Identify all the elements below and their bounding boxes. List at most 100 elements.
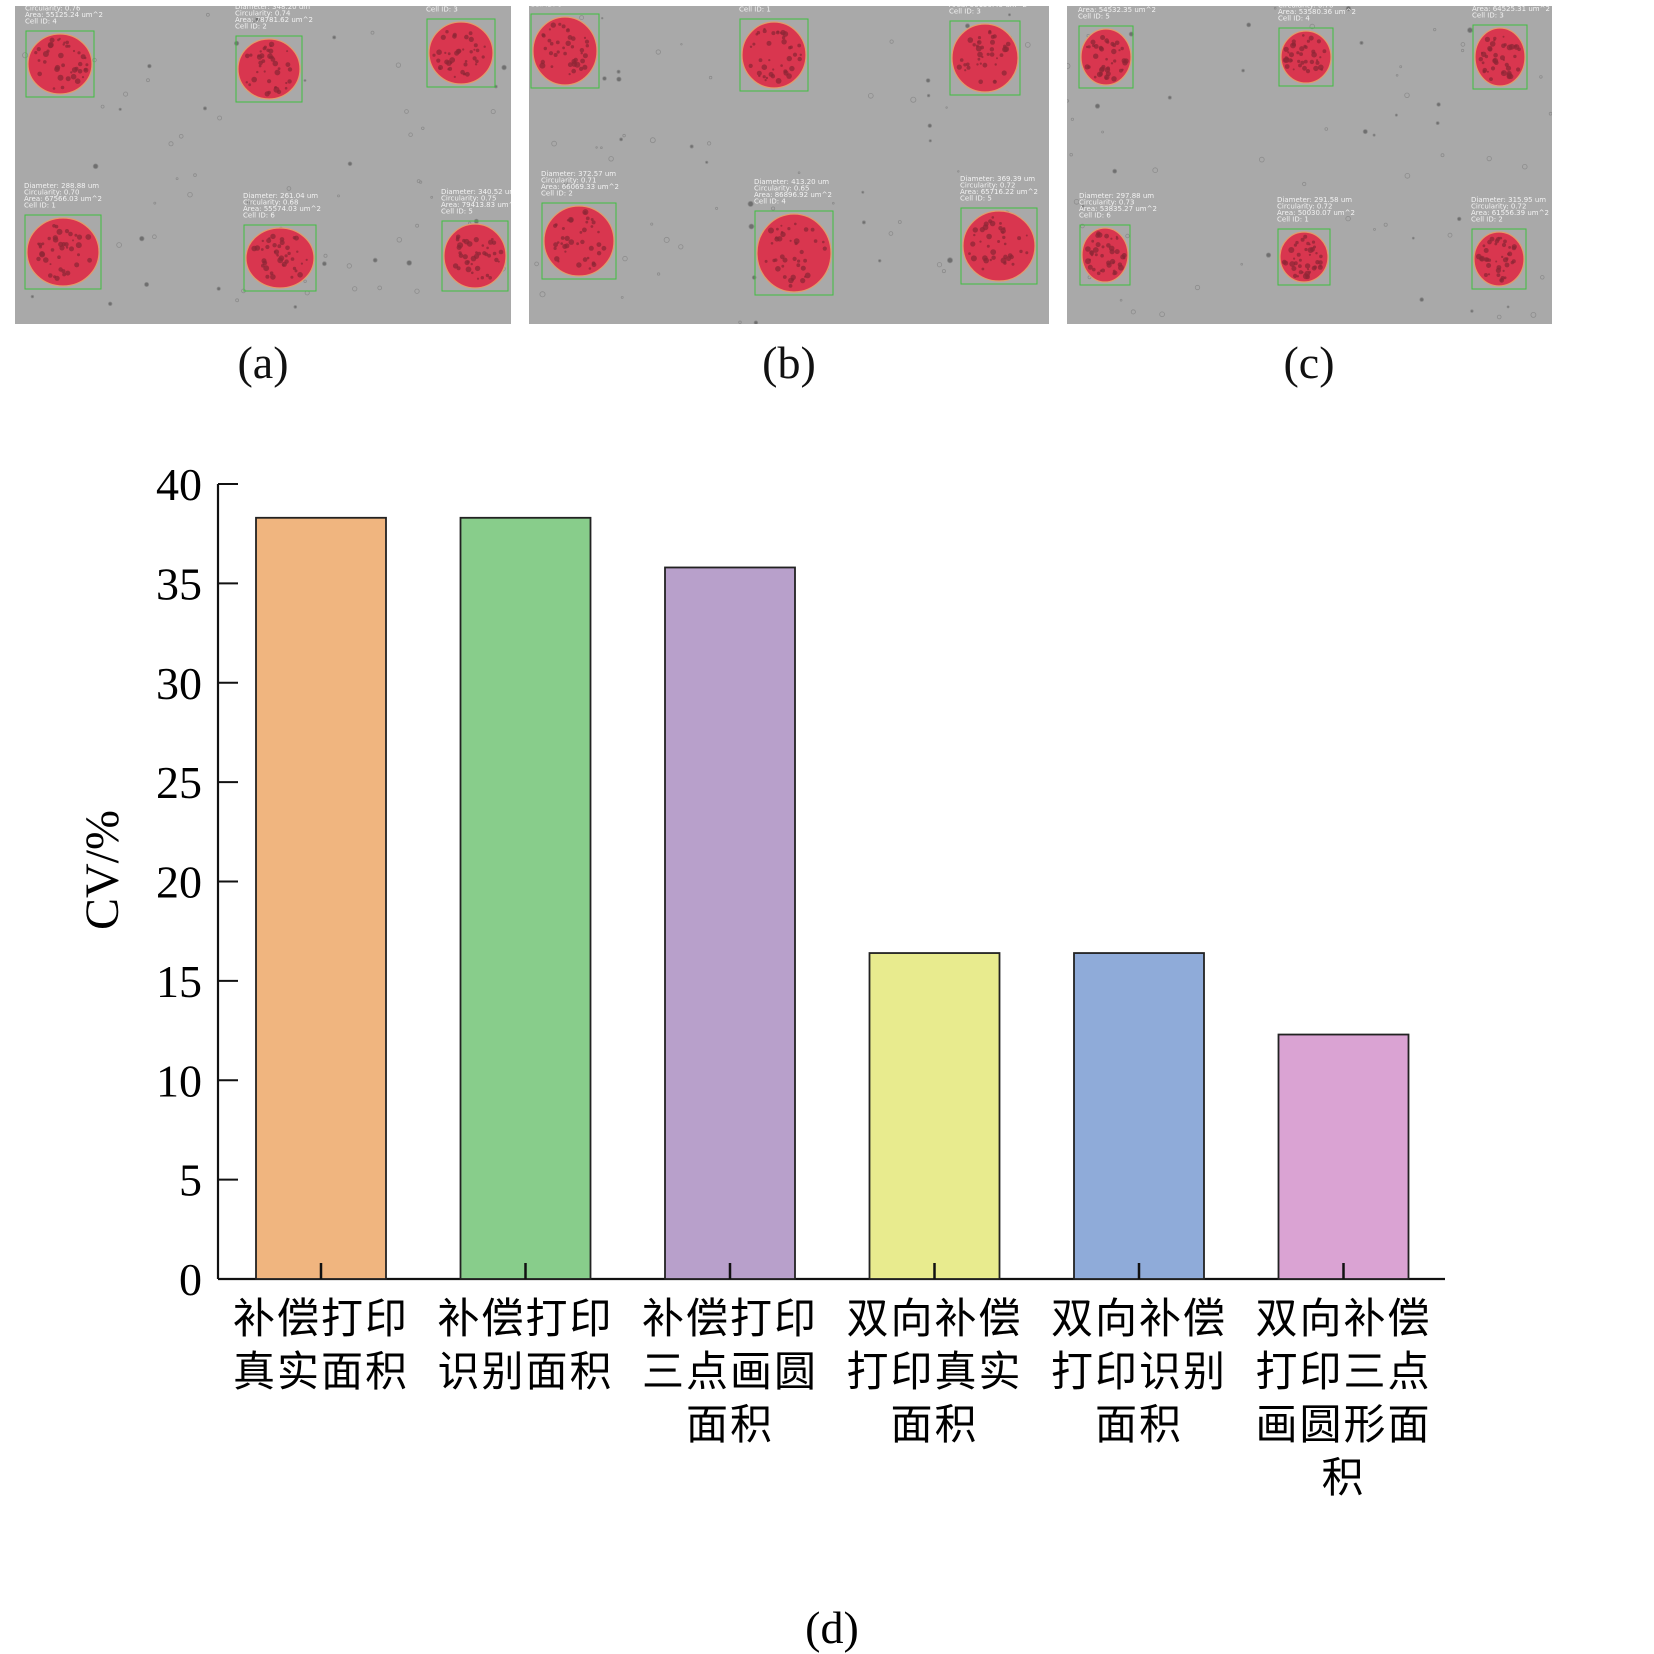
cell-texture	[1101, 64, 1106, 69]
cell-body	[1473, 231, 1525, 287]
y-tick-label: 20	[156, 857, 202, 908]
cell-texture	[797, 43, 802, 48]
cell-texture	[1085, 258, 1091, 265]
cell-texture	[272, 60, 279, 67]
cell-texture	[1017, 236, 1022, 241]
cell-texture	[1095, 242, 1101, 248]
cell-texture	[1293, 243, 1297, 247]
debris-dot	[928, 139, 932, 143]
cell-texture	[1109, 258, 1116, 265]
debris-dot	[415, 223, 420, 228]
cell-texture	[992, 79, 997, 84]
debris-dot	[1404, 92, 1410, 98]
cell-texture	[1303, 234, 1308, 239]
cell-texture	[62, 43, 65, 46]
cell-info-line: Circularity: 0.65	[754, 185, 809, 193]
cell-texture	[1110, 237, 1113, 240]
debris-dot	[352, 286, 358, 292]
cell-texture	[476, 277, 480, 280]
cell-texture	[1499, 277, 1505, 283]
cell-texture	[1490, 66, 1496, 71]
debris-dot	[1470, 309, 1474, 313]
cell-texture	[1481, 61, 1485, 65]
cell-texture	[772, 68, 775, 71]
cell-texture	[65, 270, 71, 276]
cell-texture	[588, 267, 592, 270]
cell-texture	[1296, 252, 1301, 257]
cell-texture	[991, 255, 996, 260]
debris-dot	[600, 146, 603, 150]
cell-texture	[983, 221, 989, 227]
debris-dot	[539, 291, 546, 298]
cell-texture	[1288, 247, 1295, 253]
cell-texture	[1118, 264, 1124, 271]
cell-texture	[1304, 263, 1311, 269]
cell-texture	[966, 65, 971, 70]
cell-body	[1280, 30, 1332, 84]
cell-texture	[782, 257, 788, 263]
cell-texture	[1095, 233, 1100, 238]
cell-texture	[1091, 239, 1095, 243]
debris-dot	[946, 257, 953, 264]
cell-texture	[276, 89, 282, 95]
cell-texture	[1111, 48, 1117, 55]
cell-texture	[47, 236, 51, 241]
cell-texture	[749, 45, 753, 48]
cell-texture	[1085, 246, 1091, 252]
debris-dot	[1345, 6, 1351, 12]
debris-dot	[377, 285, 383, 291]
cell-texture	[266, 48, 270, 52]
debris-dot	[1081, 204, 1085, 208]
cell-texture	[770, 74, 776, 79]
debris-dot	[888, 231, 894, 236]
cell-texture	[782, 275, 787, 279]
cell-texture	[474, 265, 481, 272]
cell-texture	[267, 79, 272, 84]
bar-6	[1277, 1033, 1410, 1280]
cell-texture	[1087, 264, 1093, 270]
debris-dot	[747, 200, 754, 207]
cell-texture	[982, 255, 988, 261]
debris-dot	[941, 269, 946, 274]
cell-texture	[47, 41, 54, 48]
debris-dot	[421, 126, 425, 130]
x-category-label: 面积	[686, 1400, 774, 1449]
cell-texture	[50, 248, 55, 252]
cell-texture	[588, 245, 594, 251]
cell-texture	[300, 262, 303, 265]
detection-box	[25, 30, 95, 98]
debris-dot	[144, 281, 150, 287]
debris-dot	[1395, 74, 1399, 77]
debris-dot	[751, 275, 757, 280]
cell-texture	[975, 44, 979, 48]
x-category-label: 双向补偿	[1051, 1294, 1227, 1343]
cell-texture	[1098, 71, 1103, 77]
cell-info-line: Cell ID: 5	[1078, 13, 1110, 21]
cell-texture	[800, 278, 806, 284]
y-tick-label: 10	[156, 1055, 202, 1106]
cell-texture	[1100, 253, 1104, 258]
cell-info-line: Area: 50030.07 um^2	[1277, 209, 1355, 217]
cell-texture	[586, 256, 590, 260]
cell-texture	[286, 50, 289, 53]
cell-texture	[65, 246, 69, 249]
cell-texture	[1495, 267, 1501, 273]
debris-dot	[187, 191, 193, 198]
cell-texture	[772, 258, 776, 263]
cell-info-line: Diameter: 348.20 um	[235, 6, 310, 11]
cell-texture	[596, 242, 602, 248]
cell-texture	[473, 43, 478, 48]
cell-texture	[570, 45, 575, 49]
cell-texture	[748, 63, 753, 68]
cell-texture	[756, 70, 762, 76]
cell-texture	[796, 263, 801, 268]
cell-texture	[1307, 247, 1314, 254]
cell-texture	[989, 52, 995, 57]
cell-texture	[477, 251, 481, 256]
cell-texture	[1289, 261, 1296, 267]
cell-texture	[463, 62, 468, 67]
cell-info-line: Circularity: 0.68	[243, 199, 298, 207]
cell-texture	[568, 73, 571, 76]
cell-texture	[822, 246, 827, 251]
